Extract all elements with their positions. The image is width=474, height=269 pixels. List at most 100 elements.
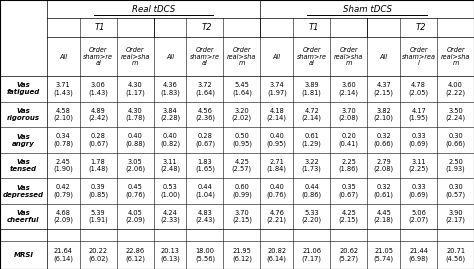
- Text: Real tDCS: Real tDCS: [132, 5, 175, 13]
- Text: 0.50
(0.95): 0.50 (0.95): [232, 133, 252, 147]
- Text: 20.13
(6.13): 20.13 (6.13): [160, 248, 180, 261]
- Text: 0.40
(0.88): 0.40 (0.88): [125, 133, 145, 147]
- Text: 0.33
(0.69): 0.33 (0.69): [409, 184, 428, 198]
- Text: 22.86
(6.12): 22.86 (6.12): [125, 248, 145, 261]
- Text: T1: T1: [95, 23, 105, 32]
- Text: 4.30
(1.17): 4.30 (1.17): [125, 82, 145, 96]
- Text: 0.53
(1.00): 0.53 (1.00): [160, 184, 180, 198]
- Text: 3.71
(1.43): 3.71 (1.43): [53, 82, 73, 96]
- Text: 4.25
(2.15): 4.25 (2.15): [339, 210, 359, 224]
- Text: Order
sham>rea
l: Order sham>rea l: [401, 47, 436, 66]
- Text: 4.36
(1.83): 4.36 (1.83): [160, 82, 180, 96]
- Text: 1.83
(1.65): 1.83 (1.65): [195, 159, 215, 172]
- Text: 3.05
(2.06): 3.05 (2.06): [125, 159, 145, 172]
- Text: 4.72
(2.14): 4.72 (2.14): [302, 108, 322, 121]
- Text: 5.33
(2.20): 5.33 (2.20): [302, 210, 322, 224]
- Text: 0.44
(1.04): 0.44 (1.04): [195, 184, 215, 198]
- Text: Order
sham>re
al: Order sham>re al: [190, 47, 220, 66]
- Text: Vas
angry: Vas angry: [12, 133, 35, 147]
- Text: 3.74
(1.97): 3.74 (1.97): [267, 82, 287, 96]
- Text: 4.17
(1.95): 4.17 (1.95): [409, 108, 428, 121]
- Text: 3.06
(1.43): 3.06 (1.43): [88, 82, 108, 96]
- Text: 0.44
(0.86): 0.44 (0.86): [302, 184, 322, 198]
- Text: 0.28
(0.67): 0.28 (0.67): [88, 133, 108, 147]
- Text: 0.40
(0.76): 0.40 (0.76): [267, 184, 287, 198]
- Text: 5.39
(1.91): 5.39 (1.91): [88, 210, 108, 224]
- Text: 3.70
(2.08): 3.70 (2.08): [338, 108, 359, 121]
- Text: Order
sham>re
al: Order sham>re al: [297, 47, 327, 66]
- Text: 4.45
(2.18): 4.45 (2.18): [374, 210, 393, 224]
- Text: Vas
cheerful: Vas cheerful: [7, 210, 40, 223]
- Text: 4.37
(2.15): 4.37 (2.15): [374, 82, 393, 96]
- Text: 0.45
(0.76): 0.45 (0.76): [125, 184, 145, 198]
- Text: Vas
fatigued: Vas fatigued: [7, 82, 40, 95]
- Text: Vas
depressed: Vas depressed: [3, 185, 44, 198]
- Text: 3.89
(1.81): 3.89 (1.81): [302, 82, 322, 96]
- Text: 20.22
(6.02): 20.22 (6.02): [88, 248, 108, 261]
- Text: All: All: [166, 54, 174, 59]
- Text: 21.06
(7.17): 21.06 (7.17): [302, 248, 322, 261]
- Text: 4.58
(2.10): 4.58 (2.10): [53, 108, 73, 121]
- Text: 0.20
(0.41): 0.20 (0.41): [339, 133, 359, 147]
- Text: 0.35
(0.67): 0.35 (0.67): [338, 184, 359, 198]
- Text: 0.40
(0.95): 0.40 (0.95): [267, 133, 287, 147]
- Text: Order
real>sha
m: Order real>sha m: [334, 47, 364, 66]
- Text: 4.24
(2.33): 4.24 (2.33): [160, 210, 180, 224]
- Text: T2: T2: [202, 23, 212, 32]
- Text: 2.79
(2.08): 2.79 (2.08): [374, 159, 394, 172]
- Text: 4.00
(2.22): 4.00 (2.22): [446, 82, 465, 96]
- Text: 0.61
(1.29): 0.61 (1.29): [302, 133, 322, 147]
- Text: 21.44
(6.98): 21.44 (6.98): [409, 248, 428, 261]
- Text: 4.89
(2.42): 4.89 (2.42): [88, 108, 108, 121]
- Text: 21.64
(6.14): 21.64 (6.14): [53, 248, 73, 261]
- Text: 4.05
(2.09): 4.05 (2.09): [125, 210, 145, 224]
- Text: 2.25
(1.86): 2.25 (1.86): [339, 159, 359, 172]
- Text: 0.28
(0.67): 0.28 (0.67): [195, 133, 215, 147]
- Text: 4.78
(2.05): 4.78 (2.05): [409, 82, 428, 96]
- Text: 0.30
(0.66): 0.30 (0.66): [446, 133, 465, 147]
- Text: 3.60
(2.14): 3.60 (2.14): [339, 82, 359, 96]
- Text: 21.05
(5.74): 21.05 (5.74): [374, 248, 394, 261]
- Text: T1: T1: [309, 23, 319, 32]
- Text: 2.50
(1.93): 2.50 (1.93): [446, 159, 465, 172]
- Text: 4.56
(2.36): 4.56 (2.36): [195, 108, 215, 121]
- Text: 0.60
(0.99): 0.60 (0.99): [232, 184, 252, 198]
- Text: Order
real>sha
m: Order real>sha m: [120, 47, 150, 66]
- Text: T2: T2: [415, 23, 426, 32]
- Text: 5.45
(1.64): 5.45 (1.64): [232, 82, 252, 96]
- Text: 2.71
(1.84): 2.71 (1.84): [267, 159, 287, 172]
- Text: 4.18
(2.14): 4.18 (2.14): [267, 108, 287, 121]
- Text: 3.82
(2.10): 3.82 (2.10): [374, 108, 393, 121]
- Text: 3.72
(1.64): 3.72 (1.64): [195, 82, 215, 96]
- Text: All: All: [273, 54, 281, 59]
- Text: 3.22
(1.73): 3.22 (1.73): [302, 159, 322, 172]
- Text: MRSI: MRSI: [13, 252, 33, 258]
- Text: 3.90
(2.17): 3.90 (2.17): [446, 210, 465, 224]
- Text: 0.33
(0.69): 0.33 (0.69): [409, 133, 428, 147]
- Text: 0.32
(0.61): 0.32 (0.61): [374, 184, 393, 198]
- Text: 0.40
(0.82): 0.40 (0.82): [160, 133, 180, 147]
- Text: All: All: [59, 54, 67, 59]
- Text: 3.70
(2.15): 3.70 (2.15): [232, 210, 252, 224]
- Text: 4.30
(1.78): 4.30 (1.78): [125, 108, 145, 121]
- Text: All: All: [380, 54, 388, 59]
- Text: Sham tDCS: Sham tDCS: [343, 5, 392, 13]
- Text: 20.71
(4.56): 20.71 (4.56): [446, 248, 465, 261]
- Text: 0.30
(0.57): 0.30 (0.57): [446, 184, 465, 198]
- Text: 2.45
(1.90): 2.45 (1.90): [53, 159, 73, 172]
- Text: 3.20
(2.02): 3.20 (2.02): [232, 108, 252, 121]
- Text: 3.50
(2.24): 3.50 (2.24): [446, 108, 465, 121]
- Text: Order
real>sha
m: Order real>sha m: [441, 47, 470, 66]
- Text: Vas
tensed: Vas tensed: [10, 159, 37, 172]
- Text: 20.62
(5.27): 20.62 (5.27): [338, 248, 359, 261]
- Text: 3.84
(2.28): 3.84 (2.28): [160, 108, 180, 121]
- Text: 1.78
(1.48): 1.78 (1.48): [88, 159, 108, 172]
- Text: 18.00
(5.56): 18.00 (5.56): [195, 248, 215, 261]
- Text: Vas
rigorous: Vas rigorous: [7, 108, 40, 121]
- Text: Order
real>sha
m: Order real>sha m: [227, 47, 256, 66]
- Text: Order
sham>re
al: Order sham>re al: [83, 47, 113, 66]
- Text: 0.32
(0.66): 0.32 (0.66): [374, 133, 394, 147]
- Text: 4.76
(2.21): 4.76 (2.21): [267, 210, 287, 224]
- Text: 3.11
(2.25): 3.11 (2.25): [409, 159, 428, 172]
- Text: 4.25
(2.57): 4.25 (2.57): [232, 159, 252, 172]
